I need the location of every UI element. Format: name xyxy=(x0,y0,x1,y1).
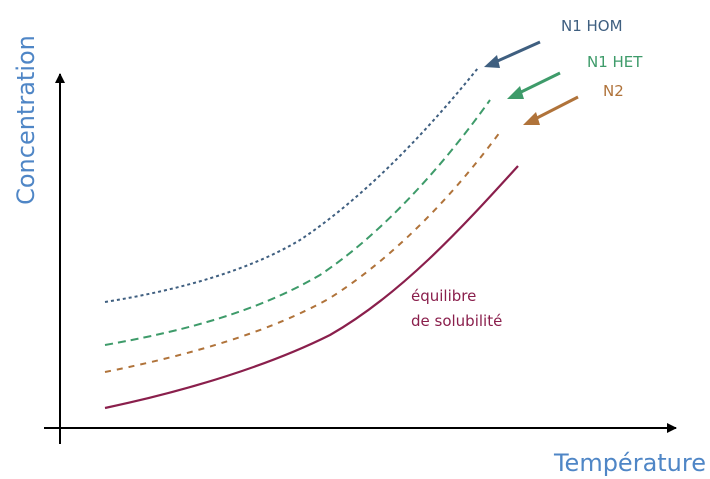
n1-hom-curve xyxy=(104,67,479,303)
equilibre-curve xyxy=(104,165,519,410)
equilibre-label-line1: équilibre xyxy=(411,287,476,305)
n1-het-label: N1 HET xyxy=(587,53,643,71)
n2-label: N2 xyxy=(603,82,624,100)
n1-hom-pointer-arrow xyxy=(484,40,541,68)
n1-het-pointer-arrow xyxy=(507,71,561,99)
n1-het-curve xyxy=(104,99,491,346)
n2-curve xyxy=(104,131,501,373)
x-axis-label: Température xyxy=(553,449,706,477)
n2-pointer-arrow xyxy=(523,95,579,125)
n1-hom-label: N1 HOM xyxy=(561,17,623,35)
y-axis-label: Concentration xyxy=(12,35,40,205)
equilibre-label-line2: de solubilité xyxy=(411,312,502,330)
